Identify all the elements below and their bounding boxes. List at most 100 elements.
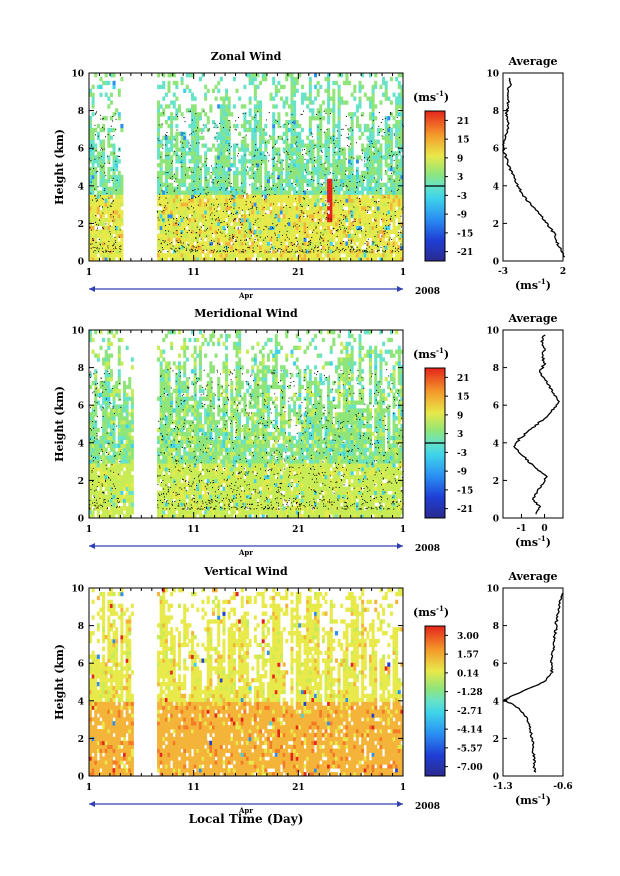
x-tick-label: 1 [86, 783, 92, 793]
panel-title: Zonal Wind [211, 50, 282, 63]
colorbar-tick-label: 15 [457, 393, 470, 403]
unit-label: (ms-1) [413, 89, 449, 104]
x-tick-label: 21 [292, 525, 305, 535]
unit-label: (ms-1) [413, 346, 449, 361]
colorbar-tick-label: -2.71 [457, 707, 483, 717]
average-y-tick-label: 10 [486, 70, 499, 80]
colorbar-tick-label: 1.57 [457, 651, 479, 661]
colorbar-tick-label: 9 [457, 154, 463, 164]
average-y-tick-label: 0 [493, 515, 499, 525]
heatmap-field [89, 330, 404, 519]
average-y-tick-label: 2 [493, 477, 499, 487]
y-tick-label: 6 [78, 402, 84, 412]
month-label: Apr [238, 548, 253, 557]
x-tick-label: 11 [187, 783, 200, 793]
contour-stipple [89, 367, 404, 510]
y-tick-label: 4 [78, 182, 84, 192]
average-profile-line [502, 592, 564, 773]
average-title: Average [507, 570, 557, 583]
colorbar-tick-label: -3 [457, 449, 467, 459]
average-y-tick-label: 0 [493, 258, 499, 268]
average-y-tick-label: 2 [493, 735, 499, 745]
x-tick-label: 21 [292, 268, 305, 278]
average-y-tick-label: 4 [493, 697, 499, 707]
arrow-left-icon [89, 801, 95, 807]
colorbar-tick-label: -15 [457, 229, 473, 239]
colorbar-tick-label: 3 [457, 173, 463, 183]
arrow-left-icon [89, 286, 95, 292]
colorbar-tick-label: -21 [457, 505, 473, 515]
average-y-tick-label: 8 [493, 364, 499, 374]
average-y-tick-label: 6 [493, 402, 499, 412]
average-y-tick-label: 10 [486, 585, 499, 595]
average-y-tick-label: 4 [493, 182, 499, 192]
panel-title: Vertical Wind [203, 565, 288, 578]
year-label: 2008 [415, 802, 440, 812]
average-y-tick-label: 8 [493, 622, 499, 632]
x-tick-label: 1 [86, 268, 92, 278]
colorbar-tick-label: -3 [457, 192, 467, 202]
colorbar-tick-label: -9 [457, 211, 467, 221]
average-y-tick-label: 8 [493, 107, 499, 117]
y-tick-label: 10 [71, 585, 84, 595]
contour-stipple [89, 110, 404, 253]
arrow-right-icon [397, 543, 403, 549]
x-tick-label: 1 [86, 525, 92, 535]
y-tick-label: 8 [78, 364, 84, 374]
y-axis-label: Height (km) [53, 129, 66, 205]
month-label: Apr [238, 806, 253, 815]
y-tick-label: 8 [78, 622, 84, 632]
colorbar-tick-label: 21 [457, 374, 470, 384]
y-tick-label: 6 [78, 145, 84, 155]
colorbar-tick-label: 3 [457, 430, 463, 440]
colorbar-tick-label: -1.28 [457, 688, 483, 698]
average-x-tick-label: 2 [560, 267, 566, 277]
figure-xlabel: Local Time (Day) [189, 812, 304, 826]
colorbar-tick-label: -9 [457, 468, 467, 478]
unit-label: (ms-1) [413, 604, 449, 619]
colorbar-tick-label: 0.14 [457, 669, 479, 679]
y-tick-label: 4 [78, 697, 84, 707]
average-y-tick-label: 4 [493, 439, 499, 449]
y-tick-label: 10 [71, 327, 84, 337]
year-label: 2008 [415, 544, 440, 554]
colorbar-tick-label: -4.14 [457, 726, 483, 736]
panel-title: Meridional Wind [194, 307, 298, 320]
y-axis-label: Height (km) [53, 644, 66, 720]
heatmap-field [89, 588, 404, 777]
x-tick-label: 21 [292, 783, 305, 793]
y-tick-label: 8 [78, 107, 84, 117]
average-x-tick-label: 0 [541, 524, 547, 534]
average-x-tick-label: -3 [498, 267, 508, 277]
average-unit-label: (ms-1) [515, 792, 551, 807]
colorbar [424, 625, 446, 777]
x-tick-label: 11 [187, 525, 200, 535]
y-tick-label: 6 [78, 660, 84, 670]
y-tick-label: 0 [78, 773, 84, 783]
colorbar-tick-label: -5.57 [457, 744, 483, 754]
arrow-left-icon [89, 543, 95, 549]
colorbar-tick-label: 21 [457, 117, 470, 127]
month-label: Apr [238, 291, 253, 300]
colorbar-tick-label: -21 [457, 248, 473, 258]
average-frame [502, 329, 564, 519]
average-profile-line [513, 334, 560, 515]
average-y-tick-label: 2 [493, 220, 499, 230]
y-axis-label: Height (km) [53, 386, 66, 462]
average-unit-label: (ms-1) [515, 534, 551, 549]
arrow-right-icon [397, 801, 403, 807]
average-y-tick-label: 6 [493, 660, 499, 670]
x-tick-label: 11 [187, 268, 200, 278]
average-profile-line [501, 77, 566, 258]
y-tick-label: 0 [78, 515, 84, 525]
average-frame [502, 587, 564, 777]
average-x-tick-label: -1.3 [493, 782, 512, 792]
average-y-tick-label: 6 [493, 145, 499, 155]
x-tick-label: 1 [400, 783, 406, 793]
average-title: Average [507, 55, 557, 68]
average-y-tick-label: 10 [486, 327, 499, 337]
heatmap-field [89, 73, 404, 262]
